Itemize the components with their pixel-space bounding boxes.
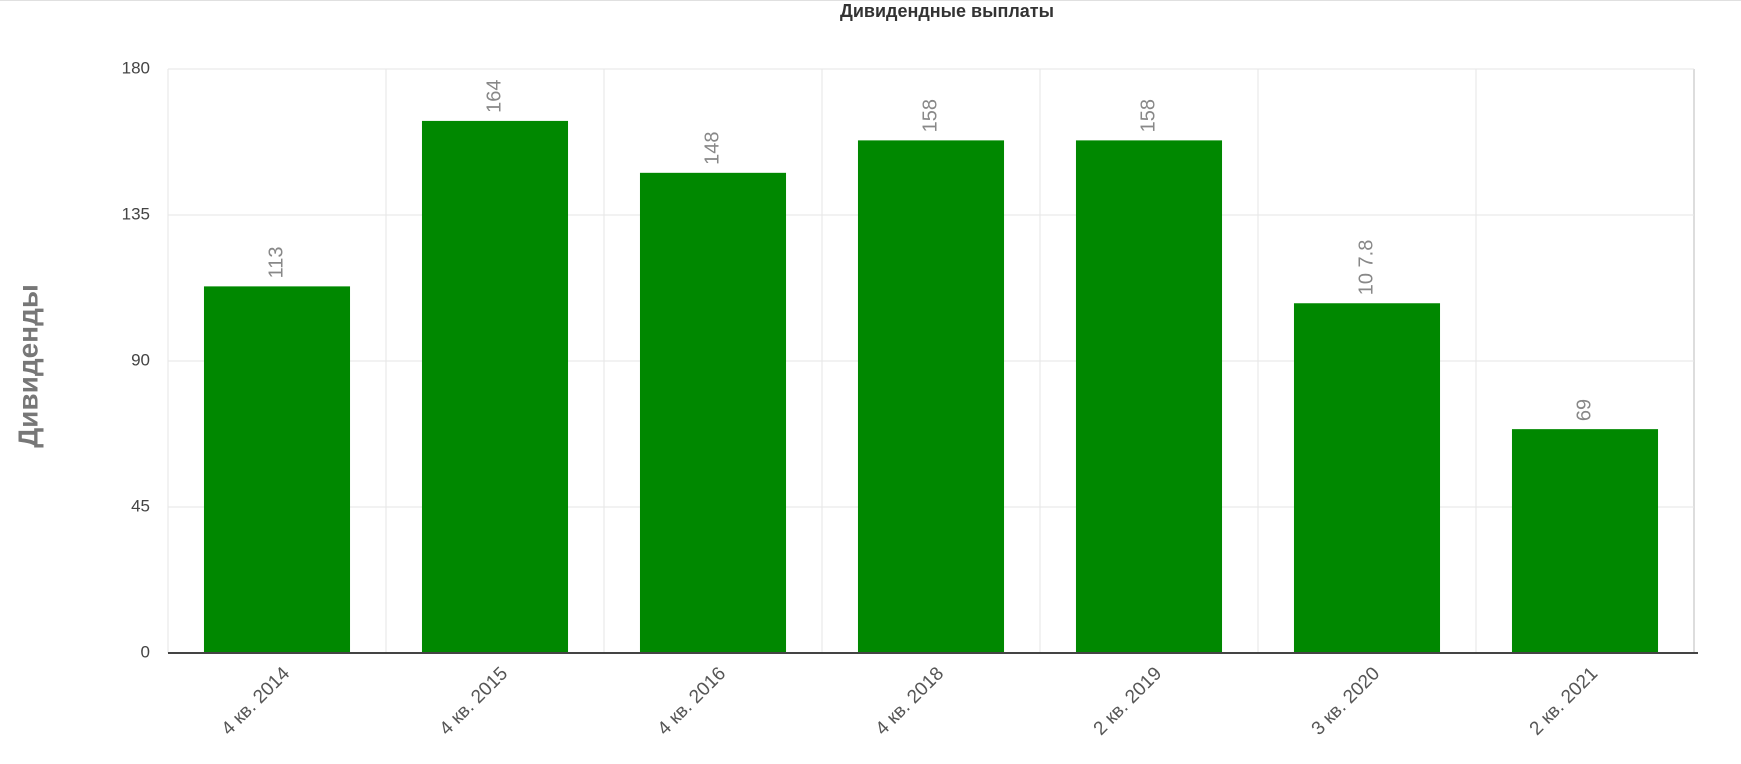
bar [1075,140,1223,653]
x-tick-label: 2 кв. 2019 [1090,663,1166,739]
y-axis-label: Дивиденды [12,284,43,448]
y-tick-label: 180 [122,58,150,77]
y-tick-label: 0 [141,642,150,661]
bar [639,172,787,654]
value-label: 158 [919,99,941,132]
bar [203,286,351,653]
value-label: 148 [701,131,723,164]
y-tick-label: 135 [122,204,150,223]
y-tick-label: 90 [131,350,150,369]
value-label: 69 [1573,399,1595,421]
bar [1511,429,1659,653]
value-label: 113 [265,246,287,278]
value-label: 164 [483,80,505,113]
x-tick-label: 2 кв. 2021 [1526,663,1602,739]
chart-title: Дивидендные выплаты [840,1,1054,21]
value-label: 10 7.8 [1355,240,1377,296]
bar [1293,303,1441,653]
bar [857,140,1005,653]
bar [421,120,569,653]
x-tick-label: 4 кв. 2015 [436,663,512,739]
x-tick-label: 3 кв. 2020 [1308,663,1384,739]
value-label: 158 [1137,99,1159,132]
x-tick-label: 4 кв. 2018 [872,663,948,739]
y-tick-label: 45 [131,496,150,515]
x-tick-label: 4 кв. 2014 [218,663,295,740]
x-tick-label: 4 кв. 2016 [654,663,730,739]
